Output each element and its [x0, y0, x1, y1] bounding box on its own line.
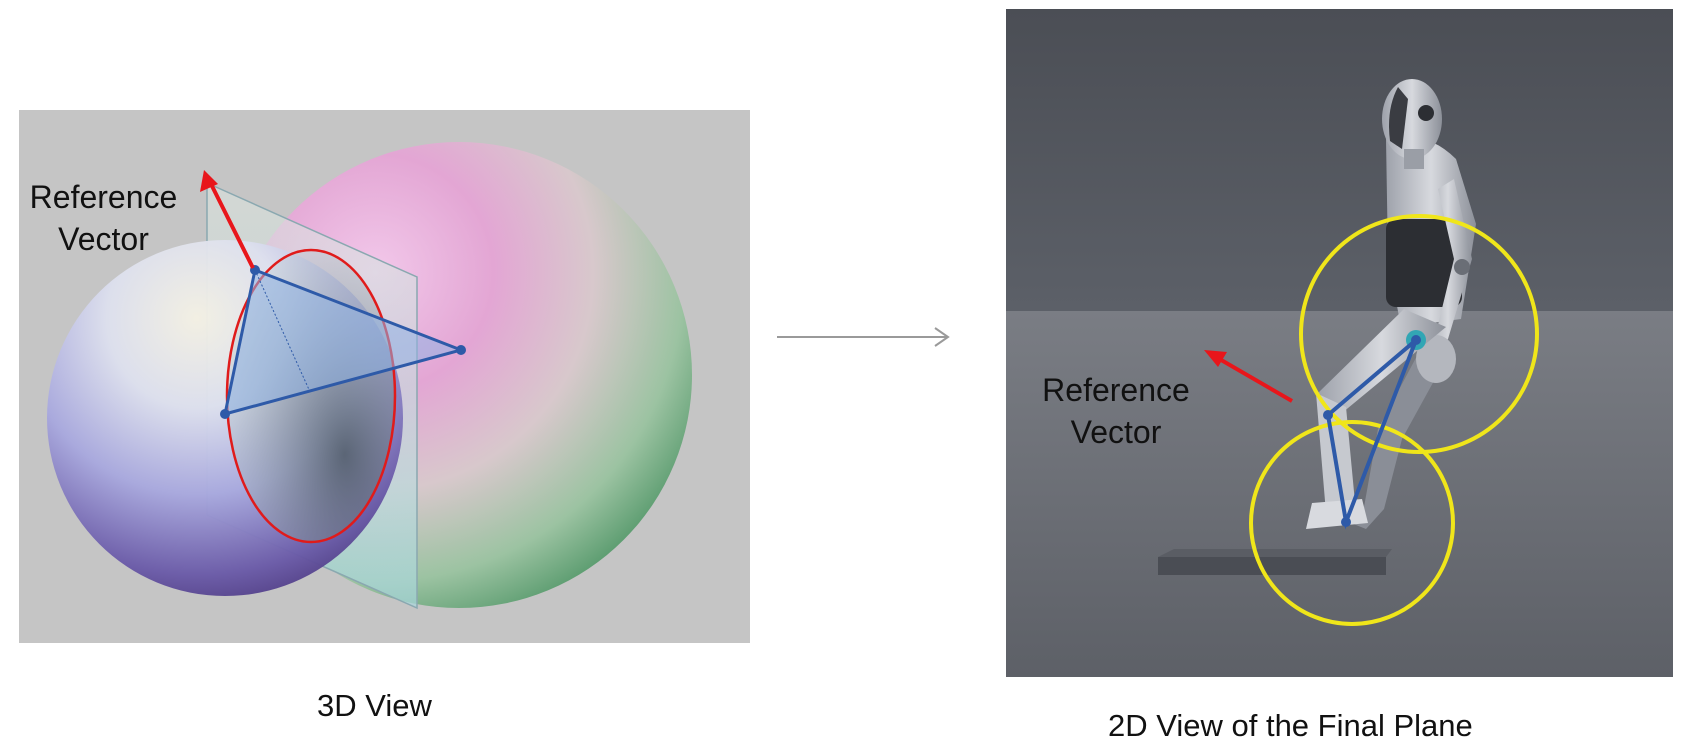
hip-joint [1411, 335, 1421, 345]
reference-label-line2: Vector [58, 221, 149, 257]
reference-vector-arrowhead-2d [1204, 350, 1227, 367]
right-arrow-icon [777, 327, 950, 347]
ik-triangle [223, 267, 466, 417]
step-block-top [1158, 549, 1392, 557]
caption-2d-view: 2D View of the Final Plane [1108, 708, 1473, 743]
step-block [1158, 557, 1386, 575]
reference-vector-arrowhead [200, 170, 218, 192]
reference-vector-arrow-2d [1214, 355, 1294, 403]
reference-label-line1: Reference [1042, 372, 1190, 408]
reference-vector-label-2d: Reference Vector [1028, 369, 1204, 453]
triangle-vertex-right [456, 345, 466, 355]
reference-label-line1: Reference [29, 179, 178, 215]
3d-view-figure [19, 110, 750, 643]
2d-view-figure [1006, 9, 1673, 677]
render-wall [1006, 9, 1673, 311]
reference-label-line2: Vector [1070, 414, 1162, 450]
hip-reach-circle [1299, 214, 1539, 454]
triangle-vertex-left [220, 409, 230, 419]
triangle-median [254, 269, 312, 395]
ankle-joint [1341, 517, 1351, 527]
foot-reach-circle [1249, 420, 1455, 626]
knee-joint [1323, 410, 1333, 420]
reference-vector-arrow [207, 179, 255, 269]
ik-triangle-2d [1325, 338, 1418, 530]
caption-3d-view: 3D View [317, 688, 432, 723]
reference-vector-label-3d: Reference Vector [16, 176, 191, 260]
mannequin-figure [1306, 79, 1476, 529]
